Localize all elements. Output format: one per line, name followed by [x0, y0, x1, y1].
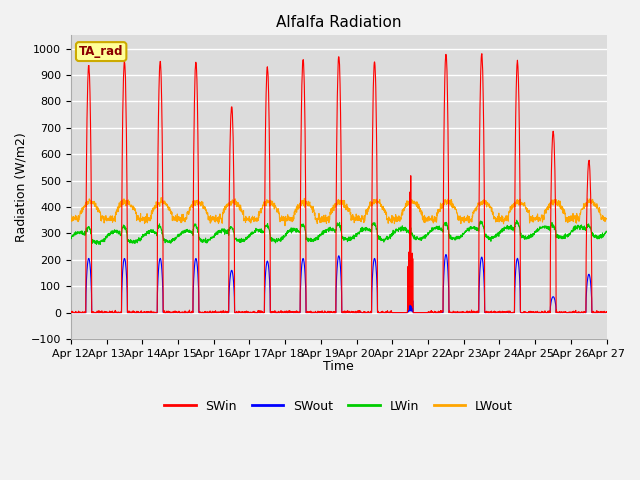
Y-axis label: Radiation (W/m2): Radiation (W/m2) [15, 132, 28, 242]
X-axis label: Time: Time [323, 360, 354, 373]
Title: Alfalfa Radiation: Alfalfa Radiation [276, 15, 401, 30]
Text: TA_rad: TA_rad [79, 45, 124, 58]
Legend: SWin, SWout, LWin, LWout: SWin, SWout, LWin, LWout [159, 395, 518, 418]
